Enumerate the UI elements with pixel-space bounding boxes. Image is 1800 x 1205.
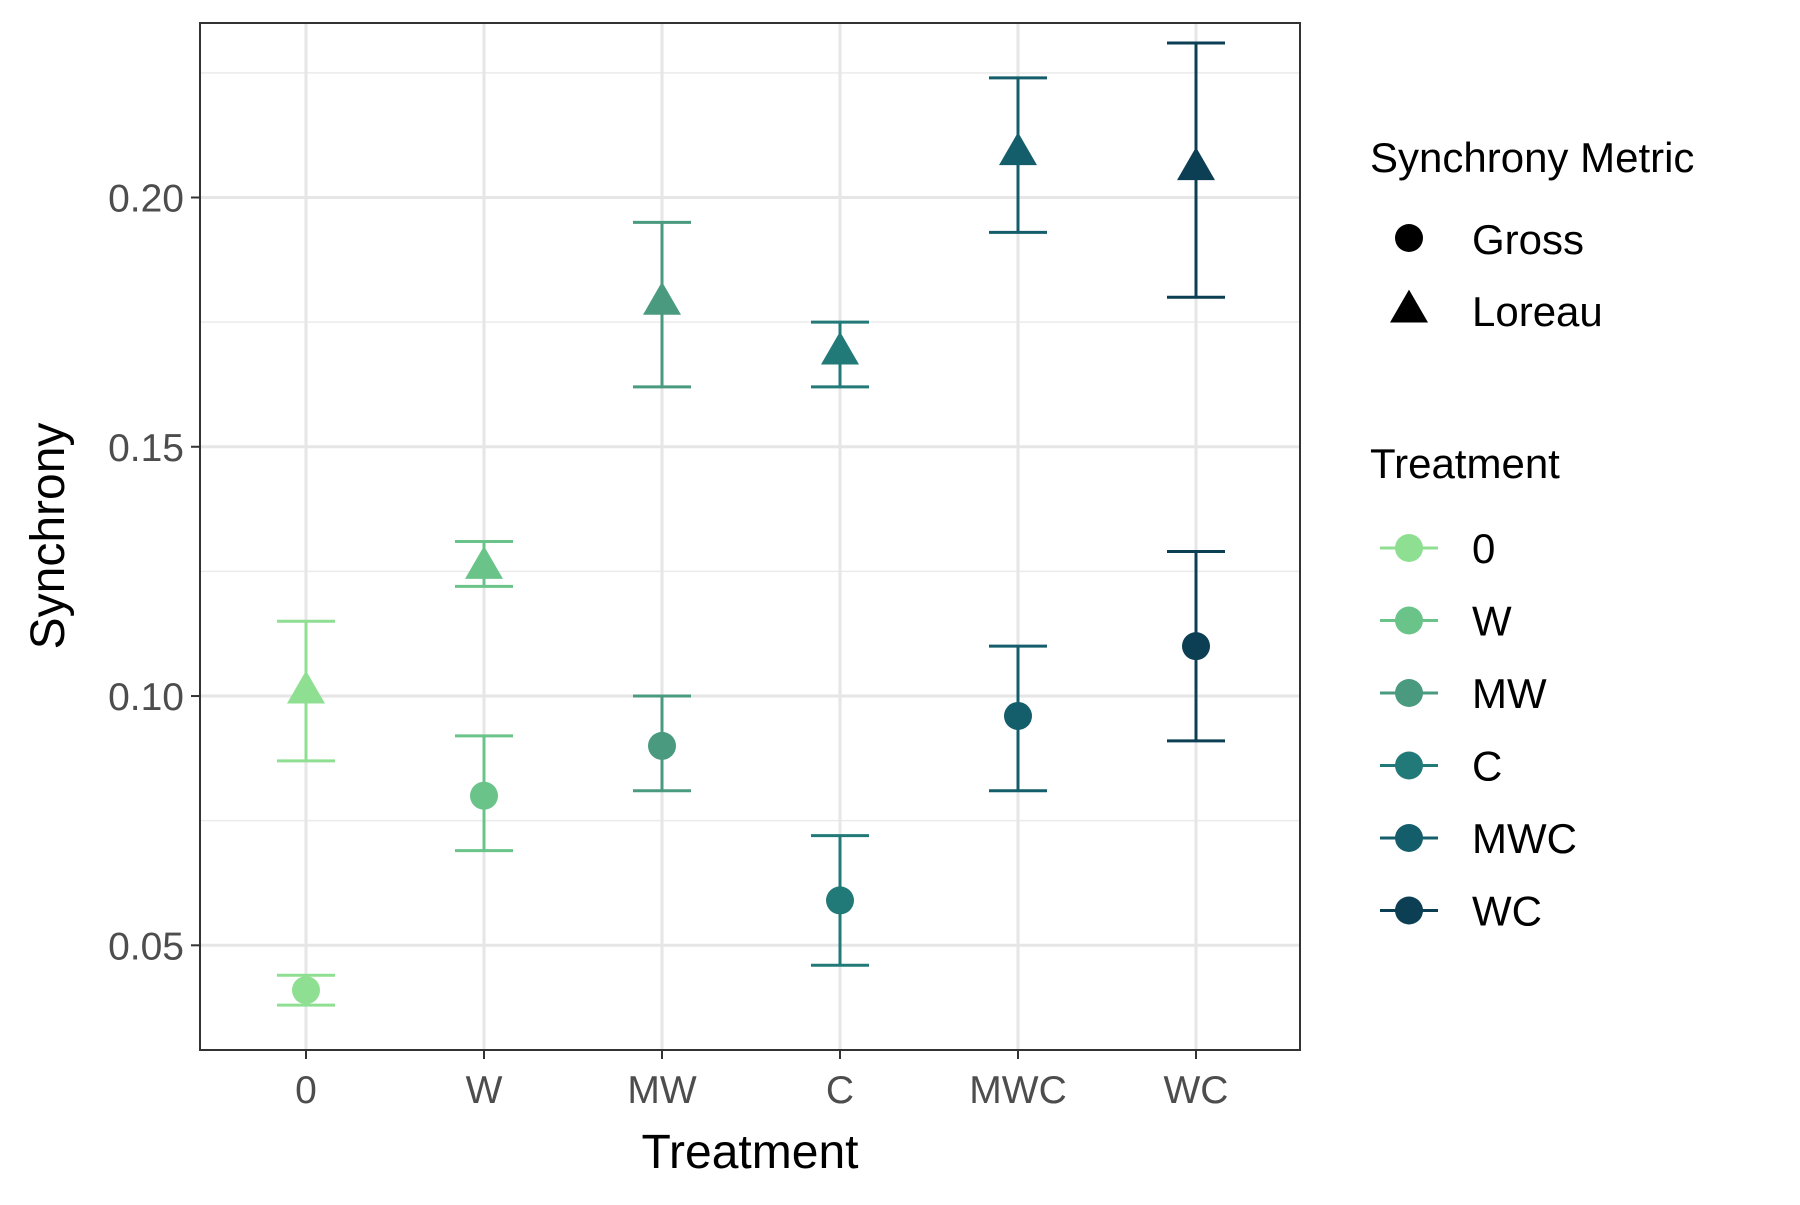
legend-shape-label: Loreau — [1472, 288, 1603, 335]
legend-key-dot — [1395, 824, 1423, 852]
axis-layer: 0.050.100.150.200 W MW C MWC WC — [108, 177, 1228, 1112]
legend-color-label: MWC — [1472, 815, 1577, 862]
y-tick-label: 0.20 — [108, 177, 184, 220]
x-tick-label: WC — [1164, 1069, 1229, 1112]
plot-panel-border — [199, 22, 1301, 1051]
legend-key-dot — [1395, 606, 1423, 635]
legend-color-label: MW — [1472, 670, 1547, 717]
point-gross-C — [826, 886, 854, 915]
point-loreau-W — [465, 546, 503, 579]
legend: Synchrony Metric Treatment Gross Loreau 0 W… — [1370, 134, 1694, 935]
point-loreau-MWC — [999, 132, 1037, 166]
legend-key-dot — [1395, 534, 1423, 562]
point-loreau-C — [821, 331, 859, 365]
legend-shape-label: Gross — [1472, 216, 1584, 263]
y-tick-label: 0.10 — [108, 676, 184, 719]
point-loreau-0 — [287, 670, 325, 704]
legend-key-circle — [1395, 224, 1423, 252]
plot-panel-background — [200, 23, 1300, 1050]
point-loreau-WC — [1177, 147, 1215, 181]
legend-color-label: C — [1472, 743, 1502, 790]
point-gross-MWC — [1004, 701, 1032, 730]
point-gross-WC — [1182, 632, 1210, 661]
grid-lines — [200, 23, 1300, 1050]
x-axis-title: Treatment — [642, 1126, 859, 1179]
data-layer — [277, 41, 1225, 1007]
y-tick-label: 0.15 — [108, 427, 184, 470]
point-gross-MW — [648, 731, 676, 760]
x-tick-label: MWC — [969, 1069, 1066, 1112]
legend-key-triangle — [1390, 289, 1428, 323]
legend-color-label: WC — [1472, 888, 1542, 935]
legend-color-title: Treatment — [1370, 440, 1560, 487]
legend-color-label: 0 — [1472, 525, 1495, 572]
legend-key-dot — [1395, 896, 1423, 925]
y-tick-label: 0.05 — [108, 925, 184, 968]
x-tick-label: W — [466, 1069, 503, 1112]
legend-shape-title: Synchrony Metric — [1370, 134, 1694, 181]
x-tick-label: 0 — [295, 1069, 317, 1112]
point-gross-0 — [292, 976, 320, 1005]
point-gross-W — [470, 781, 498, 810]
legend-color-label: W — [1472, 598, 1512, 645]
point-loreau-MW — [643, 281, 681, 315]
x-tick-label: MW — [627, 1069, 696, 1112]
x-tick-label: C — [826, 1069, 854, 1112]
y-axis-title: Synchrony — [22, 423, 75, 650]
legend-key-dot — [1395, 751, 1423, 780]
legend-key-dot — [1395, 679, 1423, 707]
